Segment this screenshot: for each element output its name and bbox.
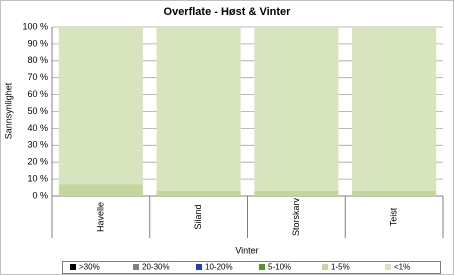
y-tick-label: 90 % — [27, 38, 48, 48]
y-tick-label: 40 % — [27, 123, 48, 133]
y-tick-label: 30 % — [27, 140, 48, 150]
y-tick-label: 0 % — [32, 190, 48, 200]
legend-swatch — [133, 264, 139, 270]
y-tick-label: 70 % — [27, 72, 48, 82]
chart-title: Overflate - Høst & Vinter — [164, 6, 292, 18]
y-tick-label: 100 % — [22, 21, 48, 31]
bar-segment — [156, 190, 241, 196]
legend-box — [62, 261, 441, 274]
bar-segment — [58, 27, 143, 185]
x-tick-label: Siland — [193, 204, 203, 229]
legend-label: 5-10% — [268, 263, 291, 272]
x-tick-label: Storskarv — [291, 197, 301, 236]
legend-label: 20-30% — [142, 263, 170, 272]
legend-label: <1% — [394, 263, 410, 272]
legend-swatch — [259, 264, 265, 270]
y-tick-label: 80 % — [27, 55, 48, 65]
x-tick-label: Teist — [389, 207, 399, 226]
bar-segment — [254, 27, 339, 191]
legend-label: 1-5% — [331, 263, 350, 272]
legend-label: 10-20% — [205, 263, 233, 272]
y-tick-label: 50 % — [27, 106, 48, 116]
y-tick-label: 10 % — [27, 173, 48, 183]
bar-segment — [156, 27, 241, 191]
bar-segment — [352, 190, 437, 196]
legend-swatch — [196, 264, 202, 270]
legend-swatch — [322, 264, 328, 270]
legend-swatch — [70, 264, 76, 270]
x-axis-label: Vinter — [235, 245, 258, 255]
bar-segment — [58, 184, 143, 196]
y-tick-label: 60 % — [27, 89, 48, 99]
legend-label: >30% — [79, 263, 100, 272]
legend-swatch — [385, 264, 391, 270]
y-axis-label: Sannsynlighet — [3, 82, 13, 139]
x-tick-label: Havelle — [95, 202, 105, 232]
bar-segment — [352, 27, 437, 191]
y-tick-label: 20 % — [27, 157, 48, 167]
bar-segment — [254, 190, 339, 196]
